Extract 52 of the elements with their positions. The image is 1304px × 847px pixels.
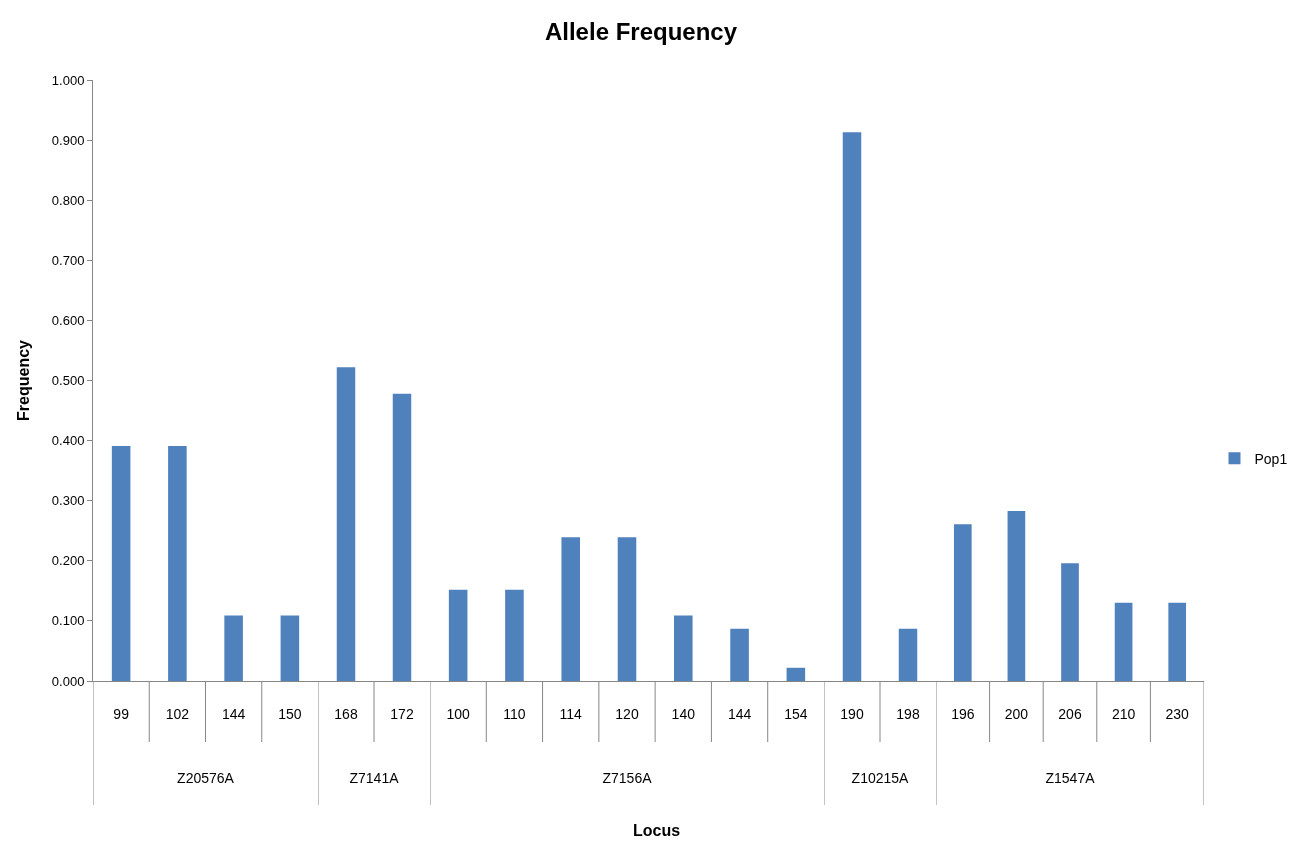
x-tick-label: 110 [503, 705, 526, 722]
x-tick-label: 140 [671, 705, 696, 722]
x-tick-label: 144 [727, 705, 752, 722]
x-axis-title: Z1547A [1045, 770, 1096, 787]
bar [561, 537, 580, 681]
x-tick-label: 198 [896, 705, 920, 722]
bar [505, 589, 524, 681]
bar [1114, 602, 1133, 681]
y-tick-label: 1.000 [51, 72, 85, 88]
x-tick-label: 190 [840, 705, 864, 722]
x-tick-label: 196 [951, 705, 975, 722]
bar [1061, 563, 1079, 681]
chart-title: Allele Frequency [544, 18, 738, 46]
y-tick-label: 0.900 [51, 132, 85, 148]
y-tick-label: 0.700 [51, 252, 85, 268]
x-tick-label: 200 [1004, 705, 1029, 722]
x-tick-label: 120 [615, 705, 639, 722]
x-tick-label: 114 [559, 705, 583, 722]
y-tick-label: 0.600 [51, 312, 85, 328]
legend-label: Pop1 [1254, 450, 1288, 467]
bar [953, 524, 972, 681]
text: Locus [633, 822, 681, 839]
bar [1168, 602, 1187, 681]
bar [448, 589, 468, 681]
x-tick-label: 102 [165, 705, 190, 722]
x-tick-label: 99 [113, 705, 130, 722]
x-tick-label: 172 [390, 705, 414, 722]
y-tick-label: 0.000 [51, 673, 85, 689]
x-tick-label: 210 [1111, 705, 1136, 722]
bar [730, 628, 749, 681]
y-tick-label: 0.400 [51, 433, 85, 449]
x-tick-label: 150 [278, 705, 302, 722]
x-tick-label: 100 [446, 705, 471, 722]
bar [674, 615, 693, 681]
y-axis-title: Frequency [14, 339, 32, 421]
x-axis-title: Z7156A [602, 770, 653, 787]
y-tick-label: 0.800 [51, 192, 85, 208]
x-axis-title: Z7141A [349, 770, 400, 787]
bar [617, 537, 637, 681]
y-tick-label: 0.300 [51, 493, 85, 509]
x-axis-title: Z20576A [177, 770, 235, 787]
x-tick-label: 206 [1058, 705, 1082, 722]
x-tick-label: 144 [221, 705, 246, 722]
x-axis-title: Z10215A [851, 770, 910, 787]
x-tick-label: 230 [1165, 705, 1190, 722]
x-tick-label: 168 [334, 705, 358, 722]
bar [1007, 510, 1026, 681]
y-tick-label: 0.100 [51, 613, 85, 629]
y-tick-label: 0.200 [51, 553, 85, 569]
y-tick-label: 0.500 [51, 373, 85, 389]
x-tick-label: 154 [784, 705, 808, 722]
bar [786, 667, 806, 681]
